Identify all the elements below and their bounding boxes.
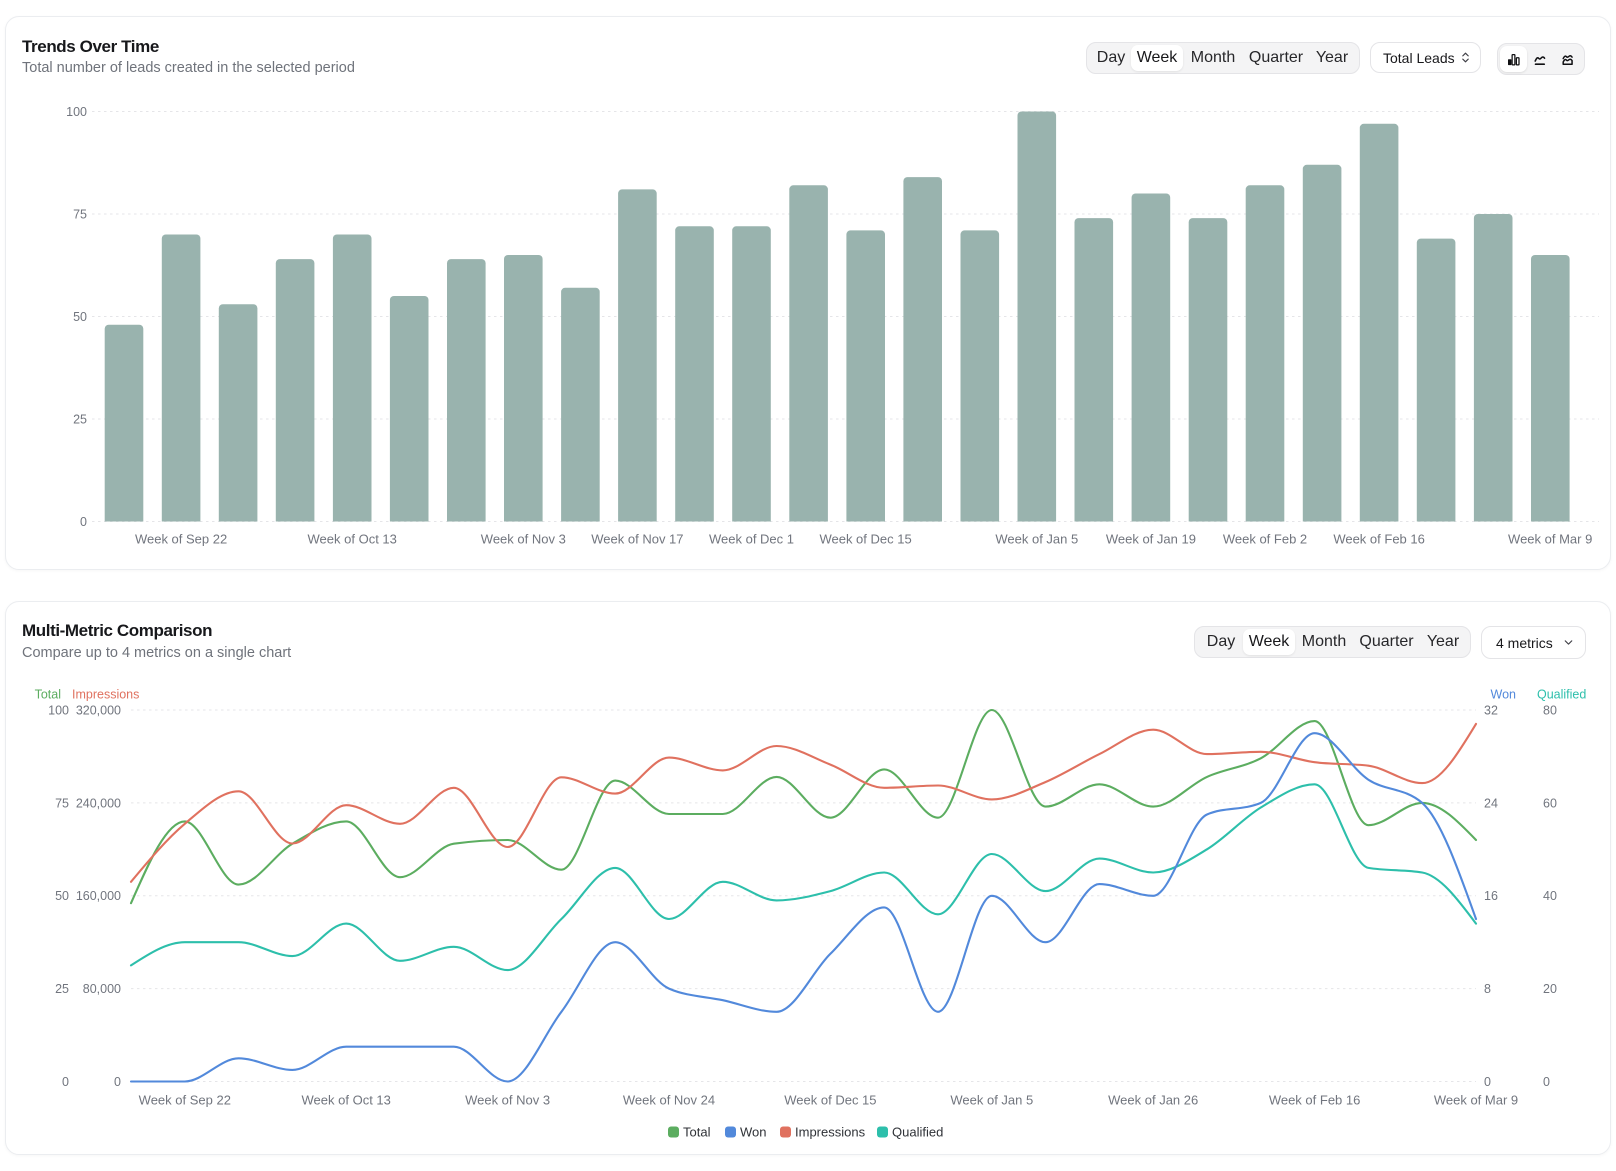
svg-text:8: 8 (1484, 982, 1491, 996)
svg-text:Week of Mar 9: Week of Mar 9 (1508, 532, 1592, 547)
svg-text:Week of Nov 17: Week of Nov 17 (591, 532, 683, 547)
svg-text:25: 25 (55, 982, 69, 996)
svg-text:Week of Feb 16: Week of Feb 16 (1333, 532, 1425, 547)
svg-text:Impressions: Impressions (795, 1125, 866, 1140)
svg-text:Week of Oct 13: Week of Oct 13 (308, 532, 397, 547)
svg-text:Qualified: Qualified (1537, 688, 1586, 702)
svg-text:50: 50 (55, 889, 69, 903)
svg-text:0: 0 (80, 515, 87, 529)
svg-text:0: 0 (1543, 1075, 1550, 1089)
svg-text:60: 60 (1543, 796, 1557, 810)
svg-text:75: 75 (73, 208, 87, 222)
svg-text:Week of Mar 9: Week of Mar 9 (1434, 1093, 1518, 1108)
svg-text:Won: Won (740, 1125, 767, 1140)
svg-text:240,000: 240,000 (76, 796, 121, 810)
svg-text:Won: Won (1491, 688, 1517, 702)
svg-text:25: 25 (73, 413, 87, 427)
svg-text:100: 100 (48, 704, 69, 718)
svg-text:320,000: 320,000 (76, 704, 121, 718)
svg-text:Week of Nov 3: Week of Nov 3 (481, 532, 566, 547)
svg-text:Week of Jan 19: Week of Jan 19 (1106, 532, 1196, 547)
svg-text:Total: Total (35, 688, 61, 702)
svg-text:Week of Sep 22: Week of Sep 22 (139, 1093, 231, 1108)
svg-text:Week of Dec 15: Week of Dec 15 (784, 1093, 876, 1108)
svg-text:Week of Jan 5: Week of Jan 5 (950, 1093, 1033, 1108)
svg-text:32: 32 (1484, 704, 1498, 718)
svg-text:0: 0 (1484, 1075, 1491, 1089)
svg-text:Impressions: Impressions (72, 688, 139, 702)
svg-text:Week of Nov 24: Week of Nov 24 (623, 1093, 715, 1108)
svg-text:75: 75 (55, 796, 69, 810)
svg-text:80: 80 (1543, 704, 1557, 718)
svg-text:Week of Jan 5: Week of Jan 5 (995, 532, 1078, 547)
svg-text:40: 40 (1543, 889, 1557, 903)
svg-text:0: 0 (114, 1075, 121, 1089)
svg-text:100: 100 (66, 105, 87, 119)
svg-text:Week of Oct 13: Week of Oct 13 (302, 1093, 391, 1108)
svg-text:24: 24 (1484, 796, 1498, 810)
svg-text:Week of Feb 16: Week of Feb 16 (1269, 1093, 1361, 1108)
svg-text:Week of Dec 1: Week of Dec 1 (709, 532, 794, 547)
svg-text:Week of Nov 3: Week of Nov 3 (465, 1093, 550, 1108)
svg-text:50: 50 (73, 310, 87, 324)
svg-text:Total: Total (683, 1125, 711, 1140)
svg-text:16: 16 (1484, 889, 1498, 903)
svg-text:160,000: 160,000 (76, 889, 121, 903)
svg-text:Week of Jan 26: Week of Jan 26 (1108, 1093, 1198, 1108)
svg-text:80,000: 80,000 (83, 982, 121, 996)
svg-text:Week of Feb 2: Week of Feb 2 (1223, 532, 1307, 547)
svg-text:Qualified: Qualified (892, 1125, 943, 1140)
svg-text:Week of Sep 22: Week of Sep 22 (135, 532, 227, 547)
svg-text:Week of Dec 15: Week of Dec 15 (819, 532, 911, 547)
svg-text:0: 0 (62, 1075, 69, 1089)
svg-text:20: 20 (1543, 982, 1557, 996)
